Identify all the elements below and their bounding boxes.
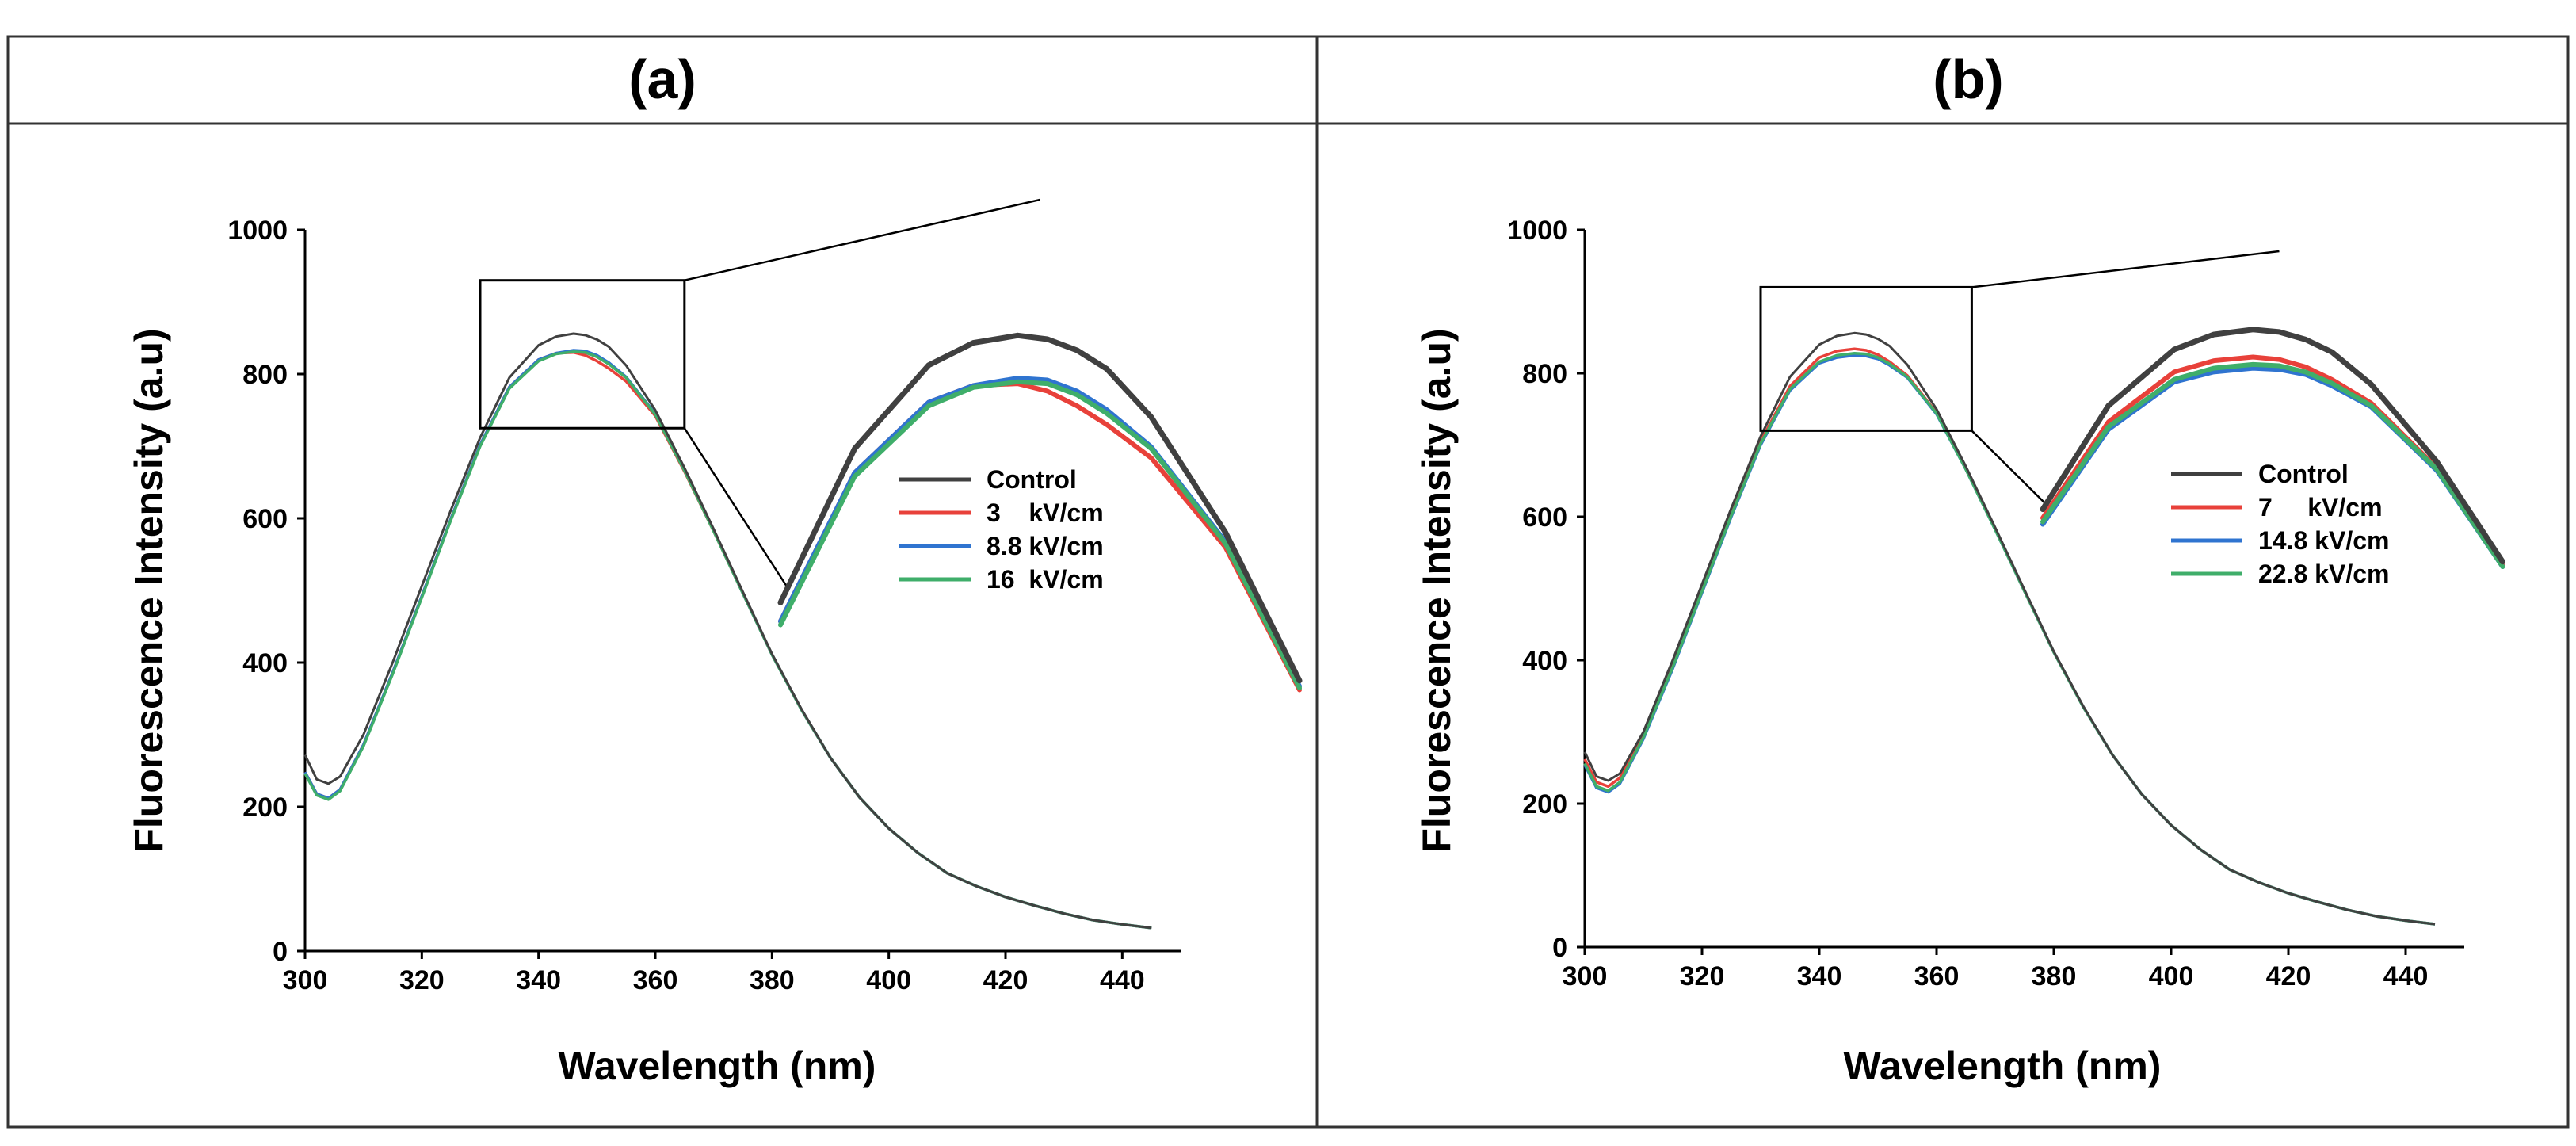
panel-a-ylabel: Fluorescence Intensity (a.u) [127, 328, 171, 852]
panel-b-legend-label: 14.8 kV/cm [2258, 526, 2389, 555]
panel-a-x-tick-label: 320 [399, 965, 445, 995]
panel-a-title: (a) [628, 48, 696, 110]
panel-a-y-tick-label: 800 [242, 360, 288, 390]
panel-a-y-tick-label: 1000 [227, 216, 288, 246]
panel-a-legend-label: 8.8 kV/cm [987, 532, 1104, 560]
panel-a-x-tick-label: 440 [1100, 965, 1145, 995]
panel-a-inset-series-line [778, 379, 1302, 691]
panel-b-y-tick-label: 0 [1552, 933, 1567, 963]
panel-a-y-tick-label: 200 [242, 793, 288, 823]
panel-b-inset-series-line [2040, 361, 2505, 569]
panel-b-xlabel: Wavelength (nm) [1844, 1044, 2162, 1088]
panel-b-x-tick-label: 340 [1797, 961, 1842, 991]
panel-a-legend-label: 16 kV/cm [987, 565, 1104, 594]
panel-a-x-tick-label: 300 [283, 965, 328, 995]
panel-b-zoom-connector [1971, 430, 2050, 508]
panel-a-x-tick-label: 400 [866, 965, 911, 995]
panel-a-zoom-connector [684, 198, 1040, 281]
panel-a-y-tick-label: 0 [273, 937, 288, 967]
figure-frame [6, 35, 2570, 1129]
panel-b-legend-label: Control [2258, 460, 2349, 488]
panel-a-y-tick-label: 600 [242, 504, 288, 534]
panel-b-x-tick-label: 320 [1680, 961, 1725, 991]
panel-b-legend-label: 22.8 kV/cm [2258, 560, 2389, 588]
panel-a-zoom-connector [683, 427, 788, 587]
panel-b-chart: 0 200 400 600 800 1000 300 320 340 360 380 400 420 44… [1414, 216, 2505, 1088]
panel-b-y-tick-label: 600 [1522, 502, 1567, 533]
panel-a-x-tick-label: 380 [750, 965, 795, 995]
panel-b-y-tick-label: 200 [1522, 789, 1567, 819]
panel-b-series-line [1583, 331, 2436, 926]
panel-b-inset-series-line [2040, 327, 2505, 565]
panel-b-y-tick-label: 1000 [1507, 216, 1567, 246]
panel-a-x-tick-label: 420 [983, 965, 1028, 995]
panel-a-x-tick-label: 360 [633, 965, 678, 995]
panel-b-zoom-connector [1971, 250, 2280, 288]
panel-a-legend-label: Control [987, 465, 1077, 494]
panel-b-x-tick-label: 380 [2032, 961, 2077, 991]
panel-a-xlabel: Wavelength (nm) [559, 1044, 876, 1088]
panel-b-y-tick-label: 400 [1522, 646, 1567, 676]
panel-b-zoom-box [1759, 285, 1973, 432]
panel-b-x-tick-label: 300 [1563, 961, 1608, 991]
panel-b-title: (b) [1933, 48, 2003, 110]
panel-b-x-tick-label: 440 [2383, 961, 2429, 991]
panel-a-inset-series-line [777, 332, 1303, 684]
panel-a-x-tick-label: 340 [516, 965, 561, 995]
panel-a-series-line [303, 332, 1152, 930]
panel-a-legend-label: 3 kV/cm [987, 499, 1104, 527]
panel-b-legend-label: 7 kV/cm [2258, 493, 2383, 521]
panel-b-x-tick-label: 420 [2266, 961, 2311, 991]
panel-b-ylabel: Fluorescence Intensity (a.u) [1414, 328, 1459, 852]
panel-b-y-tick-label: 800 [1522, 359, 1567, 389]
panel-a-y-tick-label: 400 [242, 648, 288, 678]
panel-a-chart: 0 200 400 600 800 1000 300 320 340 360 380 400 420 44… [127, 198, 1303, 1088]
panel-a-zoom-box [479, 279, 686, 430]
panel-b-x-tick-label: 360 [1914, 961, 1960, 991]
panel-b-x-tick-label: 400 [2149, 961, 2194, 991]
